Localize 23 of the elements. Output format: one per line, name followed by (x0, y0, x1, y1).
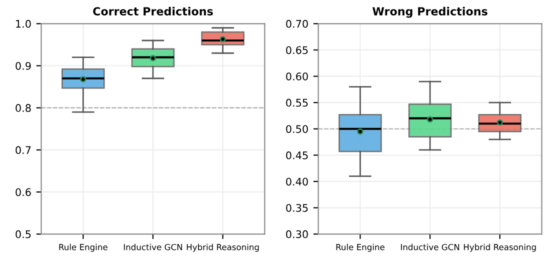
y-tick-label: 0.40 (286, 178, 308, 186)
chart-title: Wrong Predictions (372, 6, 488, 18)
y-tick-label: 0.7 (16, 146, 31, 154)
y-tick-label: 0.9 (16, 62, 31, 70)
x-tick-label: Inductive GCN (401, 244, 460, 250)
x-tick-label: Inductive GCN (124, 244, 182, 250)
x-tick-label: Rule Engine (59, 244, 108, 252)
y-tick-label: 0.55 (286, 98, 308, 107)
y-tick-label: 0.50 (286, 125, 308, 133)
y-tick-label: 0.8 (16, 104, 31, 112)
y-tick-label: 0.60 (286, 72, 308, 80)
y-tick-label: 0.70 (286, 20, 308, 28)
y-tick-label: 0.35 (286, 204, 308, 212)
y-tick-label: 0.5 (16, 230, 31, 238)
y-tick-label: 1.0 (16, 20, 31, 28)
y-tick-label: 0.6 (16, 188, 31, 196)
x-tick-label: Hybrid Reasoning (464, 244, 536, 252)
x-tick-label: Rule Engine (336, 244, 384, 252)
chart-title: Correct Predictions (93, 6, 213, 16)
y-tick-label: 0.45 (286, 151, 308, 160)
y-tick-label: 0.30 (286, 230, 308, 238)
y-tick-label: 0.65 (286, 46, 308, 54)
x-tick-label: Hybrid Reasoning (186, 244, 259, 252)
